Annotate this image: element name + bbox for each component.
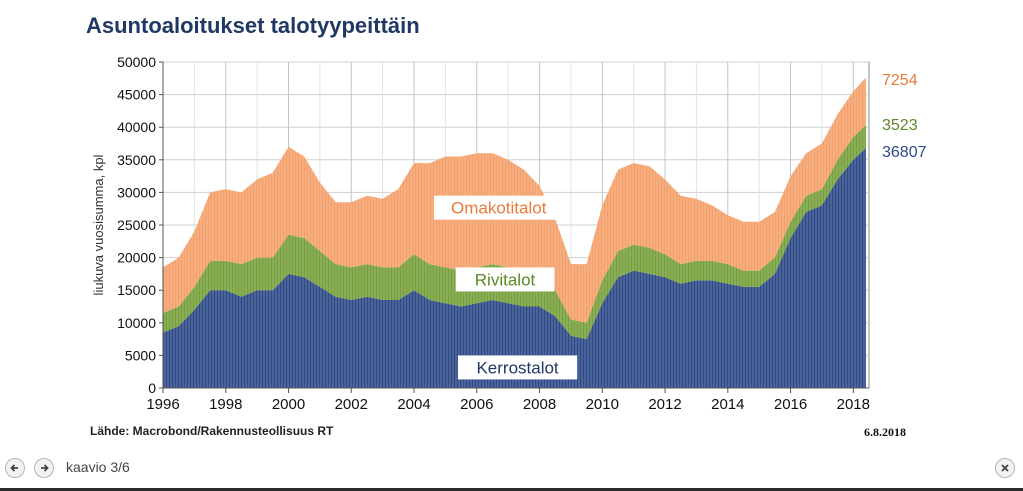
source-note: Lähde: Macrobond/Rakennusteollisuus RT: [90, 424, 334, 438]
series-area-kerrostalot: [163, 148, 866, 388]
x-tick-label: 2002: [335, 396, 368, 413]
x-tick-label: 2012: [648, 396, 681, 413]
bottom-border: [0, 488, 1023, 491]
close-icon: [1001, 464, 1009, 472]
y-tick-label: 45000: [117, 87, 156, 103]
x-tick-label: 2006: [460, 396, 493, 413]
x-axis: 1996 1998 2000 2002 2004 2006 2008 2010 2012 2014…: [146, 387, 870, 413]
arrow-left-icon: [10, 464, 18, 472]
area-label-rivitalot: Rivitalot: [455, 267, 555, 292]
x-tick-label: 2016: [774, 396, 807, 413]
date-stamp: 6.8.2018: [864, 425, 906, 439]
y-tick-label: 30000: [117, 184, 156, 200]
y-tick-label: 20000: [117, 250, 156, 266]
y-tick-label: 10000: [117, 315, 156, 331]
next-button[interactable]: [34, 458, 54, 478]
area-label-omakotitalot: Omakotitalot: [433, 195, 564, 220]
x-tick-label: 2018: [837, 396, 870, 413]
label-background: [455, 267, 555, 292]
end-label-kerrostalot: 36807: [882, 144, 927, 161]
y-tick-label: 35000: [117, 152, 156, 168]
y-tick-label: 40000: [117, 119, 156, 135]
series-area-rivitalot: [163, 125, 866, 340]
area-label-kerrostalot: Kerrostalot: [457, 355, 578, 380]
x-tick-label: 2014: [711, 396, 744, 413]
area-labels: Omakotitalot Rivitalot Kerrostalot: [433, 195, 578, 380]
end-label-omakotitalot: 7254: [882, 72, 918, 89]
x-tick-label: 2010: [586, 396, 619, 413]
chart-title: Asuntoaloitukset talotyypeittäin: [86, 13, 420, 38]
y-tick-label: 25000: [117, 217, 156, 233]
end-label-rivitalot: 3523: [882, 117, 918, 134]
y-tick-label: 50000: [117, 54, 156, 70]
prev-button[interactable]: [5, 458, 25, 478]
close-button[interactable]: [995, 458, 1015, 478]
y-tick-label: 0: [148, 380, 156, 396]
y-axis: 0 5000 10000 15000 20000 25000 30000 35000 40000…: [117, 54, 164, 396]
y-tick-label: 5000: [125, 347, 156, 363]
area-label-text: Omakotitalot: [451, 199, 547, 218]
x-tick-label: 2004: [397, 396, 430, 413]
x-tick-label: 1998: [209, 396, 242, 413]
arrow-right-icon: [41, 464, 49, 472]
x-tick-label: 1996: [146, 396, 179, 413]
y-tick-label: 15000: [117, 282, 156, 298]
navigation-bar: kaavio 3/6: [0, 450, 1023, 488]
area-label-text: Rivitalot: [475, 270, 536, 289]
x-tick-label: 2008: [523, 396, 556, 413]
end-value-labels: 7254 3523 36807: [882, 72, 927, 161]
y-axis-label: liukuva vuosisumma, kpl: [91, 154, 106, 295]
label-background: [457, 355, 578, 380]
x-tick-label: 2000: [272, 396, 305, 413]
label-background: [433, 195, 564, 220]
slide-counter: kaavio 3/6: [66, 459, 130, 475]
bar-texture: [164, 79, 865, 388]
area-label-text: Kerrostalot: [476, 358, 558, 377]
